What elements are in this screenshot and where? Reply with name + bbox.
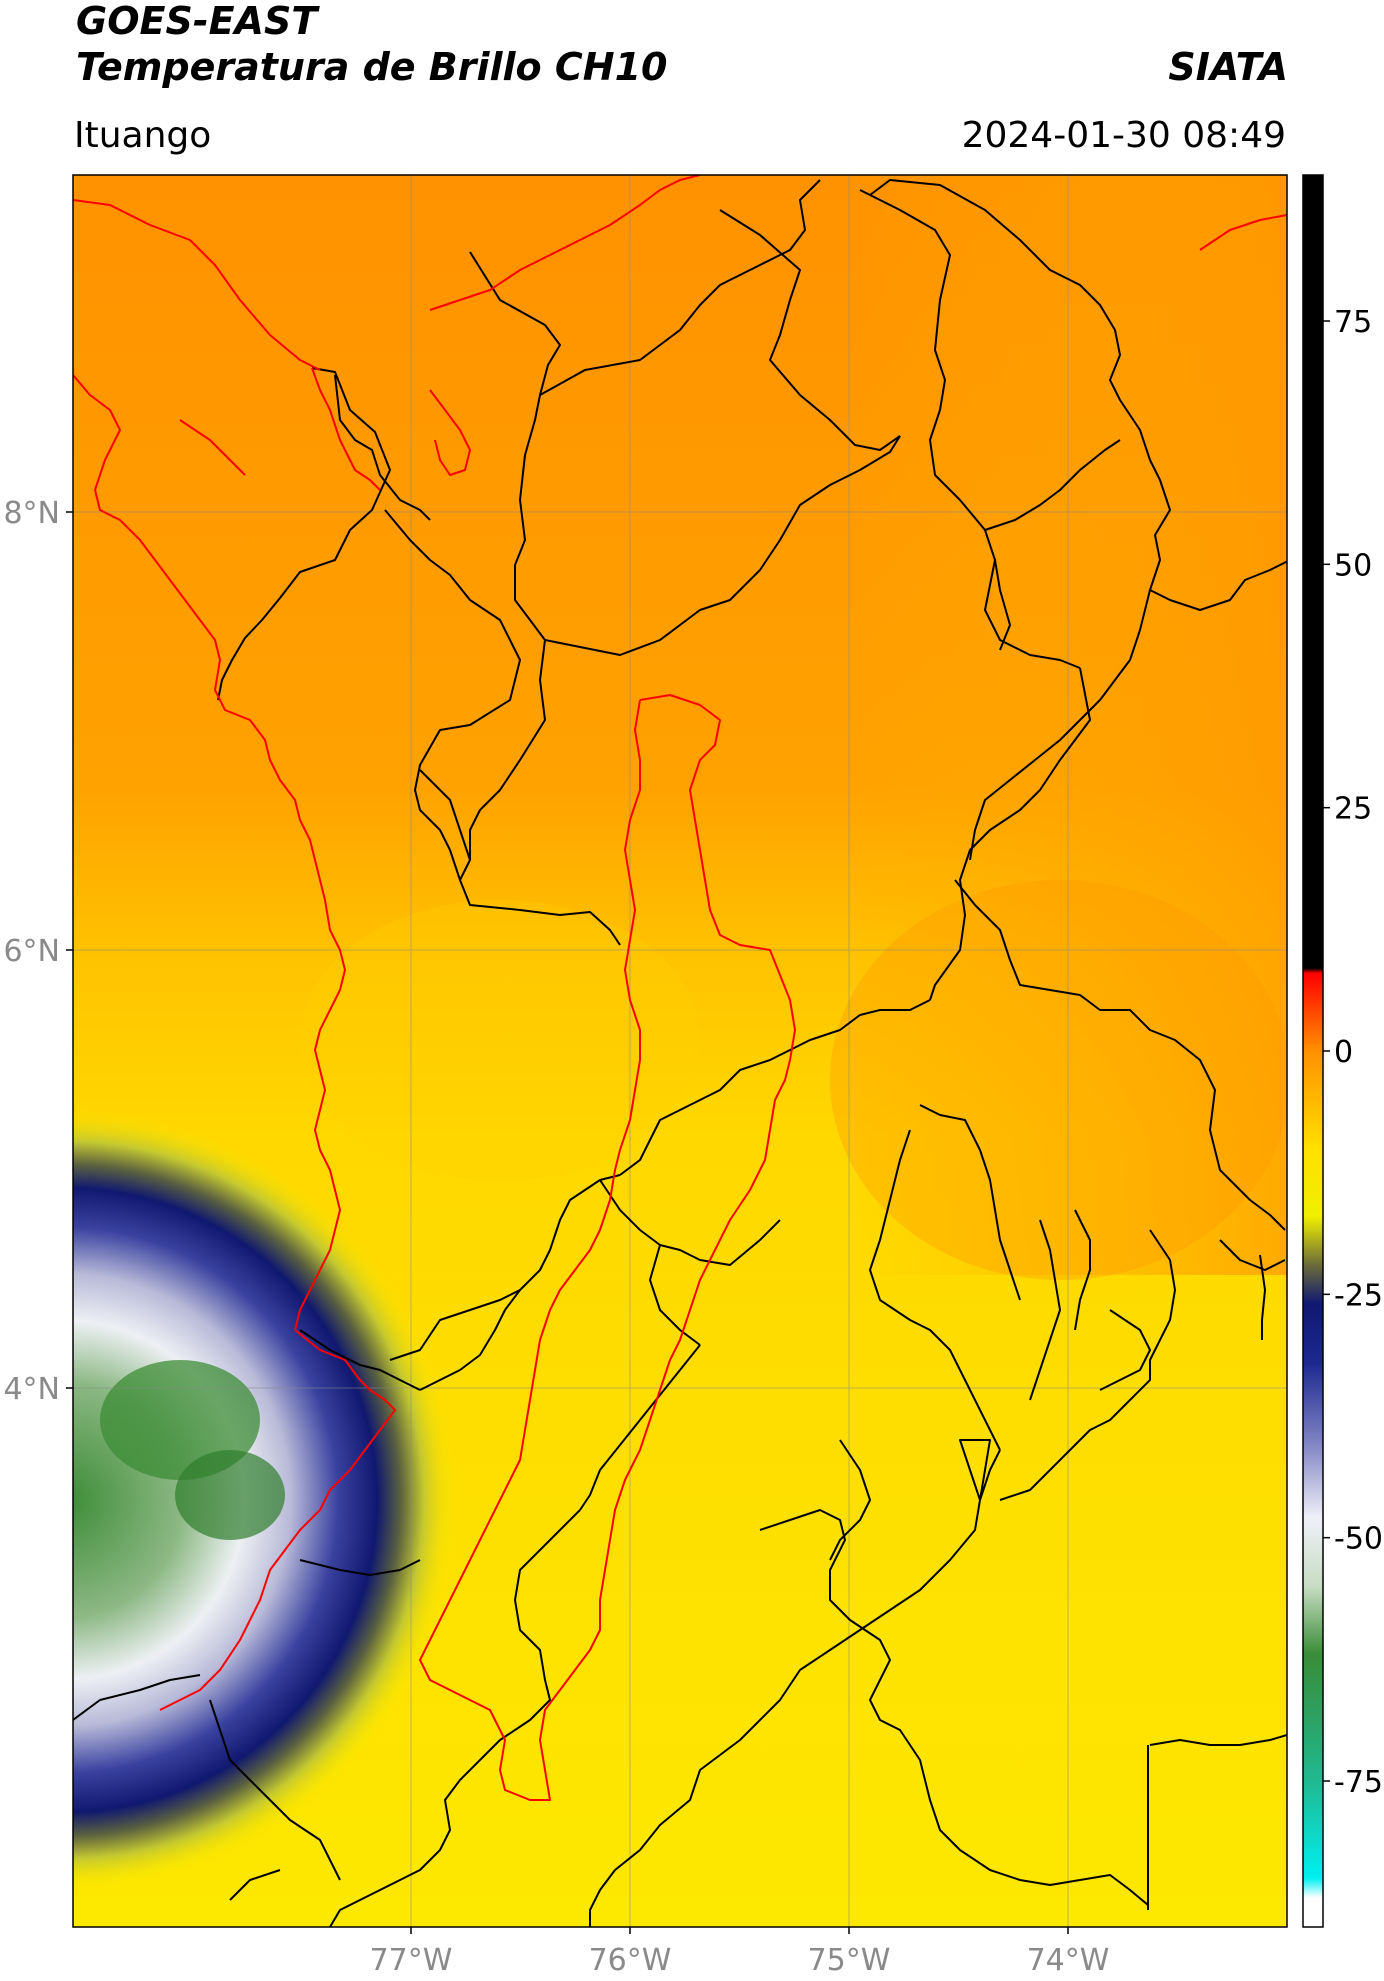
- gridlines: [73, 175, 1287, 1927]
- colorbar: 75 50 25 0 -25 -50 -75: [1302, 174, 1383, 1928]
- lat-label-6n: 6°N: [3, 934, 60, 969]
- lon-label-77w: 77°W: [370, 1943, 453, 1978]
- product-title: Temperatura de Brillo CH10: [76, 45, 668, 89]
- political-boundaries: [73, 179, 1287, 1927]
- lat-label-4n: 4°N: [3, 1372, 60, 1407]
- datetime-label: 2024-01-30 08:49: [961, 115, 1286, 156]
- colorbar-tick-label: 0: [1334, 1035, 1353, 1070]
- satellite-title: GOES-EAST: [76, 0, 318, 43]
- lon-label-76w: 76°W: [589, 1943, 672, 1978]
- colorbar-tick-label: 75: [1334, 305, 1372, 340]
- lat-label-8n: 8°N: [3, 496, 60, 531]
- coastline-outline: [73, 175, 1287, 1801]
- lon-label-75w: 75°W: [808, 1943, 891, 1978]
- colorbar-tick-label: -25: [1334, 1278, 1383, 1313]
- org-label: SIATA: [1168, 45, 1288, 89]
- colorbar-tick-label: -50: [1334, 1522, 1383, 1557]
- colorbar-tick-label: -75: [1334, 1765, 1383, 1800]
- map-frame: [72, 174, 1288, 1928]
- colorbar-tick-label: 50: [1334, 548, 1372, 583]
- location-label: Ituango: [74, 115, 212, 156]
- colorbar-tick-label: 25: [1334, 792, 1372, 827]
- lon-label-74w: 74°W: [1027, 1943, 1110, 1978]
- map-field: [73, 175, 1287, 1927]
- colorbar-scale: [1303, 175, 1323, 1927]
